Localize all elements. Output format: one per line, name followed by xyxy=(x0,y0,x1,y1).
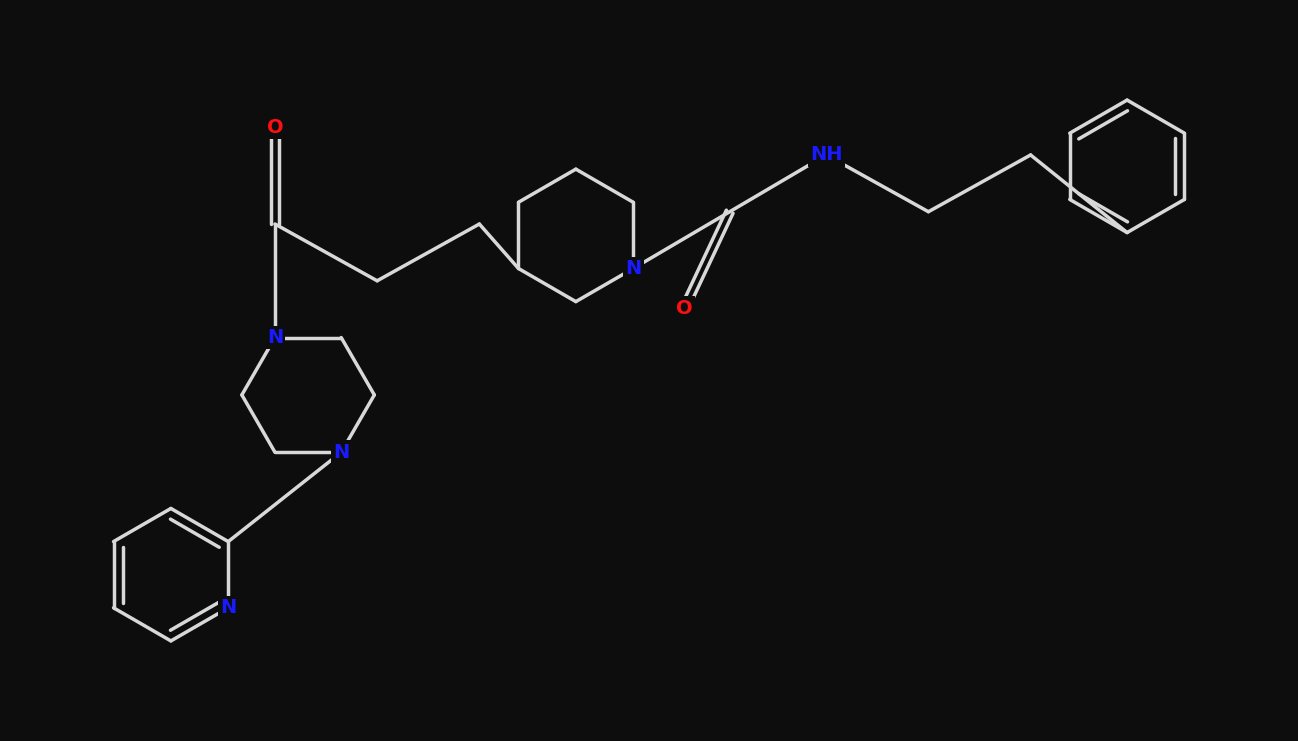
Text: N: N xyxy=(626,259,641,278)
Text: NH: NH xyxy=(810,145,842,165)
Text: N: N xyxy=(267,328,283,347)
Text: O: O xyxy=(266,118,283,137)
Text: N: N xyxy=(221,598,236,617)
Text: O: O xyxy=(676,299,693,318)
Text: N: N xyxy=(334,443,349,462)
